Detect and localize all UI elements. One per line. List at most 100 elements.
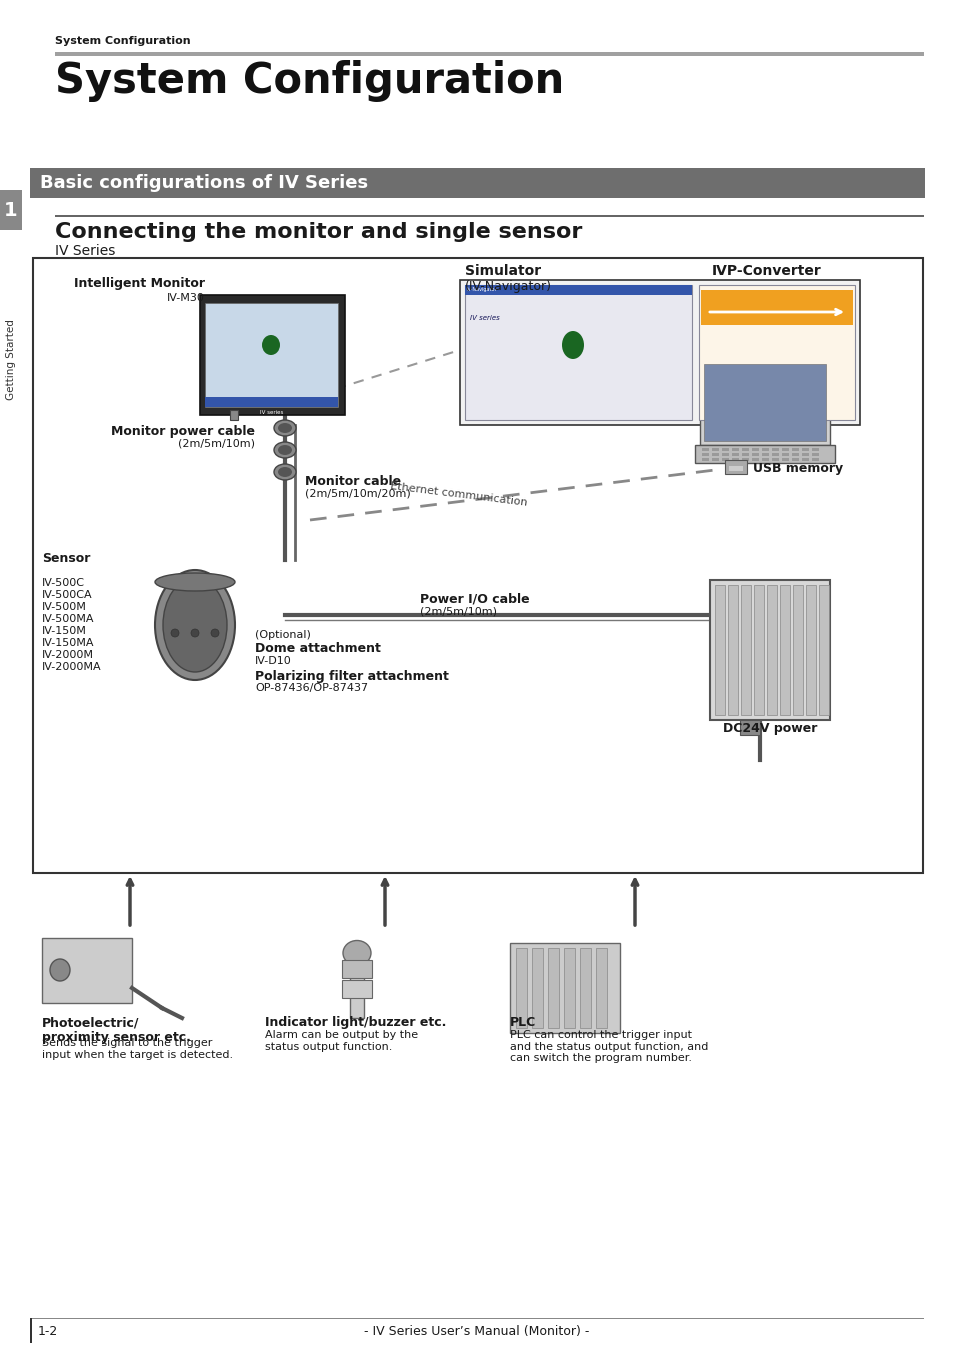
Text: - IV Series User’s Manual (Monitor) -: - IV Series User’s Manual (Monitor) - (364, 1325, 589, 1339)
Text: IV-2000M: IV-2000M (42, 650, 94, 661)
Bar (711, 453, 719, 456)
Bar (751, 458, 759, 461)
Bar (805, 585, 815, 714)
Bar (740, 720, 760, 735)
Text: IV-500MA: IV-500MA (42, 613, 94, 624)
Text: Sends the signal to the trigger
input when the target is detected.: Sends the signal to the trigger input wh… (42, 1038, 233, 1060)
Bar (579, 948, 590, 1029)
Text: IV-M30: IV-M30 (167, 293, 205, 303)
Ellipse shape (211, 630, 219, 638)
Text: PLC can control the trigger input
and the status output function, and
can switch: PLC can control the trigger input and th… (510, 1030, 708, 1064)
Bar (205, 303, 337, 407)
Bar (761, 453, 768, 456)
Text: System Configuration: System Configuration (55, 36, 191, 46)
Ellipse shape (171, 630, 179, 638)
Bar (350, 948, 364, 1018)
Bar (464, 284, 691, 295)
Text: Photoelectric/
proximity sensor etc.: Photoelectric/ proximity sensor etc. (42, 1016, 191, 1043)
Bar (801, 458, 808, 461)
Bar (741, 448, 748, 452)
Bar (714, 585, 724, 714)
Bar (761, 458, 768, 461)
Text: IV-150M: IV-150M (42, 625, 87, 636)
Ellipse shape (561, 332, 583, 359)
Text: PLC: PLC (510, 1016, 536, 1029)
Bar (0, 190, 22, 231)
Bar (703, 364, 825, 441)
Ellipse shape (343, 941, 371, 965)
Ellipse shape (274, 442, 295, 458)
Bar (818, 585, 828, 714)
Bar (459, 280, 859, 425)
Bar (516, 948, 526, 1029)
Bar (731, 458, 739, 461)
Ellipse shape (262, 336, 280, 355)
Bar (701, 458, 708, 461)
Bar (721, 453, 728, 456)
Bar (55, 214, 923, 217)
Text: Simulator: Simulator (464, 264, 540, 278)
Bar (780, 585, 789, 714)
Bar (230, 410, 237, 421)
Bar (741, 458, 748, 461)
Bar (781, 448, 788, 452)
Ellipse shape (154, 570, 234, 679)
Bar (341, 960, 372, 979)
Text: IV-500CA: IV-500CA (42, 590, 92, 600)
Text: System Configuration: System Configuration (55, 61, 563, 102)
Text: Alarm can be output by the
status output function.: Alarm can be output by the status output… (265, 1030, 417, 1051)
Bar (709, 580, 829, 720)
Text: 1: 1 (4, 201, 18, 220)
Bar (771, 448, 779, 452)
Ellipse shape (274, 421, 295, 435)
Bar (731, 453, 739, 456)
Bar (30, 168, 924, 198)
Text: (2m/5m/10m): (2m/5m/10m) (178, 438, 254, 448)
Bar (792, 585, 802, 714)
Bar (751, 448, 759, 452)
Bar (563, 948, 575, 1029)
Bar (532, 948, 542, 1029)
Bar (753, 585, 763, 714)
Text: (IV-Navigator): (IV-Navigator) (464, 280, 552, 293)
Bar (766, 585, 776, 714)
Bar (596, 948, 606, 1029)
Text: IV-150MA: IV-150MA (42, 638, 94, 648)
Text: (2m/5m/10m): (2m/5m/10m) (419, 607, 497, 616)
Bar (721, 448, 728, 452)
Bar (811, 448, 818, 452)
Bar (791, 448, 799, 452)
Text: (2m/5m/10m/20m): (2m/5m/10m/20m) (305, 488, 411, 497)
Ellipse shape (163, 578, 227, 673)
Bar (740, 585, 750, 714)
Bar (728, 466, 742, 470)
Text: Power I/O cable: Power I/O cable (419, 593, 529, 607)
Text: Sensor: Sensor (42, 551, 91, 565)
Bar (727, 585, 738, 714)
Bar (811, 458, 818, 461)
Bar (700, 360, 829, 445)
Bar (701, 448, 708, 452)
Bar (801, 448, 808, 452)
Ellipse shape (50, 958, 70, 981)
Bar (42, 938, 132, 1003)
Bar (55, 53, 923, 57)
Text: IV-500C: IV-500C (42, 578, 85, 588)
Text: Connecting the monitor and single sensor: Connecting the monitor and single sensor (55, 222, 581, 243)
Text: USB memory: USB memory (752, 462, 842, 474)
Ellipse shape (274, 464, 295, 480)
Text: (Optional): (Optional) (254, 630, 311, 640)
Bar (464, 284, 691, 421)
Text: IV-2000MA: IV-2000MA (42, 662, 102, 673)
Bar (700, 290, 852, 325)
Bar (781, 458, 788, 461)
Bar (771, 458, 779, 461)
Text: Basic configurations of IV Series: Basic configurations of IV Series (40, 174, 368, 191)
Bar (510, 944, 619, 1033)
Text: Getting Started: Getting Started (6, 319, 16, 400)
Bar (33, 257, 923, 874)
Bar (701, 453, 708, 456)
Polygon shape (200, 295, 345, 415)
Text: Monitor cable: Monitor cable (305, 474, 400, 488)
Text: IV-Navigator: IV-Navigator (467, 287, 497, 293)
